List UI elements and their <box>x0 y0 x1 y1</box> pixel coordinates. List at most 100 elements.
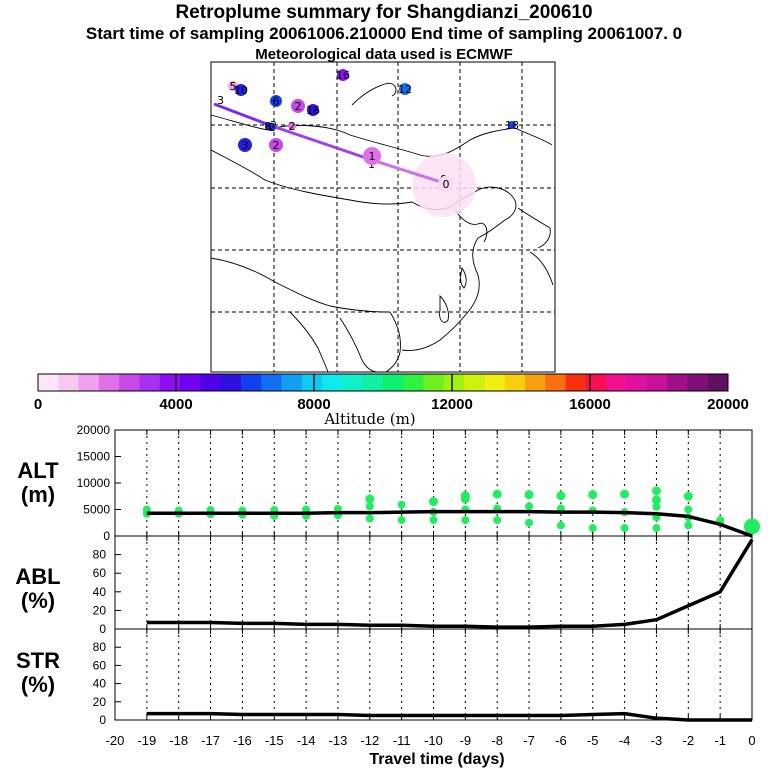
alt-y-tick: 0 <box>103 529 110 543</box>
x-tick-label: -1 <box>714 733 726 748</box>
colorbar-cell <box>565 374 587 391</box>
met-data-note: Meteorological data used is ECMWF <box>255 46 513 63</box>
colorbar-cell <box>606 374 628 391</box>
colorbar-cell <box>119 374 140 391</box>
alt-cluster-dot <box>461 516 470 525</box>
cluster-marker <box>288 122 296 130</box>
cluster-label: 3 <box>242 139 249 152</box>
colorbar-cell <box>38 374 59 391</box>
alt-cluster-dot <box>429 516 438 525</box>
x-tick-label: -4 <box>619 733 631 748</box>
colorbar-tick-label: 4000 <box>159 396 192 413</box>
alt-cluster-dot <box>684 521 693 530</box>
alt-cluster-dot <box>588 490 598 500</box>
trajectory-segment <box>271 124 373 162</box>
colorbar-cell <box>220 374 242 391</box>
cluster-marker <box>399 83 411 95</box>
cluster-label: 10 <box>234 84 248 97</box>
x-tick-label: -6 <box>555 733 567 748</box>
colorbar-cell <box>585 374 607 391</box>
cluster-marker <box>235 84 247 96</box>
abl-y-tick: 60 <box>93 566 107 580</box>
colorbar-cell <box>464 374 485 391</box>
cluster-label: 1 <box>369 150 376 163</box>
x-tick-label: 0 <box>748 733 755 748</box>
cluster-label: 16 <box>306 104 320 117</box>
colorbar-cell <box>281 374 303 391</box>
colorbar-cell <box>423 374 445 391</box>
x-tick-label: -12 <box>360 733 379 748</box>
colorbar-frame <box>37 373 729 392</box>
alt-cluster-dot <box>365 494 375 504</box>
cluster-marker <box>307 104 319 116</box>
cluster-marker <box>265 123 271 129</box>
cluster-marker <box>337 69 349 81</box>
colorbar-cell <box>342 374 364 391</box>
alt-cluster-dot <box>652 524 661 533</box>
x-tick-label: -7 <box>523 733 535 748</box>
x-tick-label: -9 <box>460 733 472 748</box>
cluster-marker <box>238 138 252 152</box>
cluster-marker <box>508 121 516 129</box>
cluster-label: 8 <box>265 120 272 133</box>
abl-y-tick: 0 <box>99 622 106 636</box>
alt-cluster-dot <box>556 521 565 530</box>
abl-y-tick: 80 <box>93 548 107 562</box>
colorbar-tick-label: 8000 <box>297 396 330 413</box>
alt-cluster-dot <box>365 502 374 511</box>
alt-cluster-dot <box>493 516 502 525</box>
x-tick-label: -14 <box>297 733 316 748</box>
colorbar-cell <box>707 374 729 391</box>
str-unit: (%) <box>21 672 55 697</box>
map-coastlines-borders <box>210 82 554 373</box>
alt-cluster-dot <box>397 516 406 525</box>
colorbar-cell <box>646 374 668 391</box>
colorbar-cell <box>362 374 384 391</box>
alt-cluster-dot <box>460 491 470 501</box>
cluster-label: 12 <box>398 83 412 96</box>
colorbar-cell <box>504 374 526 391</box>
trajectory-day-label: 3 <box>217 94 224 107</box>
alt-cluster-dot <box>620 524 629 533</box>
colorbar-cell <box>159 374 181 391</box>
abl-panel-frame <box>114 535 753 630</box>
abl-y-tick: 20 <box>93 603 107 617</box>
colorbar-cell <box>383 374 404 391</box>
cluster-marker <box>363 147 381 165</box>
colorbar-cell <box>484 374 506 391</box>
x-axis-label: Travel time (days) <box>369 751 504 768</box>
x-tick-label: -16 <box>233 733 252 748</box>
colorbar-cell <box>139 374 161 391</box>
alt-cluster-dot <box>525 518 534 527</box>
x-tick-label: -8 <box>491 733 503 748</box>
alt-median-line <box>146 509 753 538</box>
abl-unit: (%) <box>21 588 55 613</box>
cluster-marker <box>291 99 305 113</box>
str-panel-frame <box>114 628 753 721</box>
alt-cluster-dot <box>588 524 597 533</box>
cluster-label: 0 <box>443 178 450 191</box>
panel-gridlines <box>146 430 753 720</box>
cluster-label: 2 <box>289 120 296 133</box>
x-tick-label: -17 <box>201 733 220 748</box>
str-y-tick: 0 <box>99 713 106 727</box>
colorbar-cell <box>626 374 648 391</box>
str-line <box>146 711 752 722</box>
colorbar-cell <box>322 374 343 391</box>
alt-cluster-dot <box>684 505 693 514</box>
map-frame <box>210 61 556 373</box>
x-tick-label: -5 <box>587 733 599 748</box>
alt-cluster-dot <box>492 489 502 499</box>
alt-y-tick: 20000 <box>77 423 111 437</box>
colorbar-tick-label: 16000 <box>569 396 611 413</box>
colorbar-cell <box>443 374 465 391</box>
x-tick-label: -15 <box>265 733 284 748</box>
x-tick-label: -13 <box>329 733 348 748</box>
alt-y-tick: 10000 <box>77 476 111 490</box>
colorbar-cell <box>667 374 688 391</box>
colorbar-cell <box>240 374 262 391</box>
alt-cluster-dot <box>524 490 534 500</box>
